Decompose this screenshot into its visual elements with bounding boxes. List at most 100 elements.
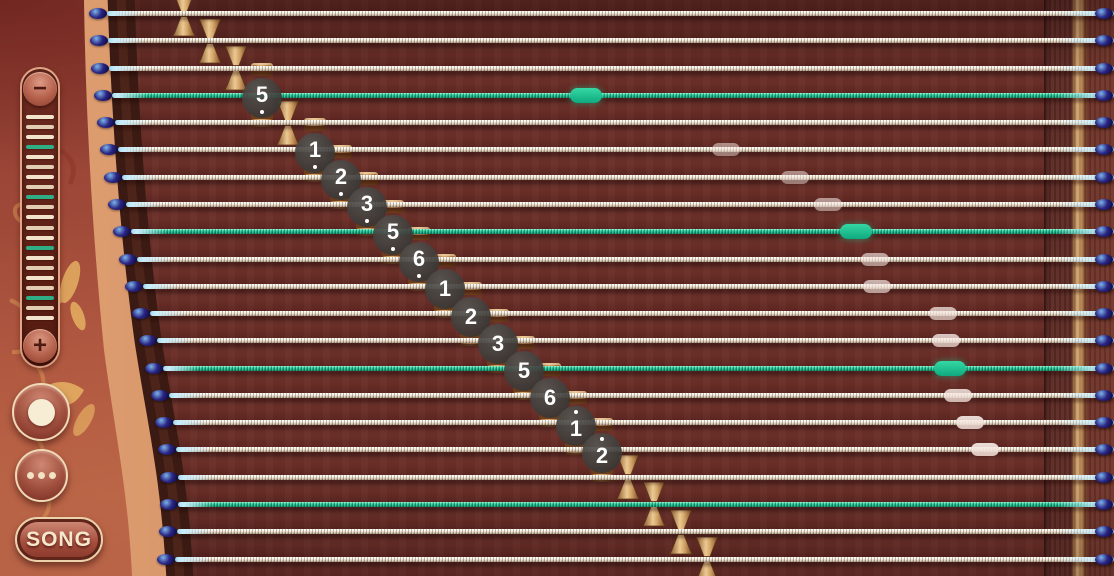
octave-dot <box>260 110 264 115</box>
tuning-peg-left <box>125 280 143 292</box>
guzheng-string-10[interactable] <box>137 256 1114 262</box>
guzheng-string-17[interactable] <box>176 447 1114 453</box>
minimap-string-bar <box>26 115 54 119</box>
note-number: 1 <box>438 276 452 302</box>
pluck-highlight <box>570 87 602 103</box>
minimap-string-bar <box>26 225 54 230</box>
guzheng-string-3[interactable] <box>109 65 1114 71</box>
octave-dot <box>417 274 421 278</box>
minimap-string-bar <box>26 175 54 180</box>
tuning-peg-left <box>90 35 108 47</box>
tuning-peg-left <box>100 144 118 156</box>
pluck-highlight <box>712 143 740 157</box>
tuning-peg-right <box>1095 417 1113 429</box>
tuning-peg-left <box>89 8 107 19</box>
minimap-string-bar <box>26 205 54 210</box>
minimap-string-bar <box>26 285 54 290</box>
pluck-highlight <box>861 252 889 266</box>
tuning-peg-left <box>91 62 109 74</box>
minimap-string-bar <box>26 305 54 310</box>
song-button[interactable]: SONG <box>15 517 103 562</box>
pluck-highlight <box>863 279 891 293</box>
guzheng-string-8[interactable] <box>126 201 1114 207</box>
note-number: 5 <box>386 218 400 244</box>
more-options-button[interactable] <box>15 449 68 502</box>
minimap-string-bar <box>26 215 54 220</box>
minimap-string-bar <box>26 235 54 240</box>
tuning-peg-right <box>1095 8 1113 19</box>
tuning-peg-left <box>113 226 131 238</box>
record-button[interactable] <box>12 383 70 441</box>
tuning-peg-left <box>158 444 176 456</box>
tuning-peg-right <box>1095 226 1113 238</box>
tuning-peg-right <box>1095 362 1113 374</box>
minimap-string-bar <box>26 165 54 170</box>
note-number: 3 <box>360 191 374 217</box>
guzheng-string-5[interactable] <box>115 120 1114 126</box>
zoom-in-button[interactable]: + <box>23 329 57 363</box>
guzheng-string-7[interactable] <box>122 174 1114 180</box>
minimap-string-bar <box>26 185 54 190</box>
guzheng-string-16[interactable] <box>173 420 1114 426</box>
dot-icon <box>38 472 45 479</box>
tuning-peg-left <box>119 253 137 265</box>
tuning-peg-right <box>1095 198 1113 210</box>
guzheng-string-18[interactable] <box>178 474 1114 480</box>
guzheng-string-6[interactable] <box>118 147 1114 153</box>
minimap-string-bar <box>26 155 54 160</box>
octave-dot <box>313 164 317 169</box>
tuning-peg-left <box>159 526 177 538</box>
guzheng-string-11[interactable] <box>143 283 1114 289</box>
note-number: 5 <box>517 358 531 384</box>
octave-dot <box>574 409 578 414</box>
tuning-peg-right <box>1095 335 1113 347</box>
tuning-peg-left <box>97 117 115 129</box>
tuning-peg-left <box>104 171 122 183</box>
note-number: 6 <box>412 246 426 271</box>
tuning-peg-left <box>139 335 157 347</box>
note-number: 6 <box>543 385 557 411</box>
note-badge: 2 <box>582 432 622 473</box>
minimap-string-bar <box>26 255 54 260</box>
tuning-peg-right <box>1095 553 1113 565</box>
tuning-peg-left <box>132 308 150 319</box>
zoom-out-button[interactable]: − <box>23 72 57 106</box>
tuning-peg-right <box>1095 62 1113 74</box>
string-minimap[interactable] <box>22 106 58 329</box>
guzheng-string-15[interactable] <box>169 392 1114 398</box>
pluck-highlight <box>814 197 842 211</box>
minimap-string-bar <box>26 315 54 320</box>
tuning-peg-left <box>157 553 175 565</box>
guzheng-string-14[interactable] <box>163 365 1114 371</box>
pluck-highlight <box>929 307 957 320</box>
guzheng-string-4[interactable] <box>112 92 1114 98</box>
note-badge: 3 <box>478 323 518 364</box>
octave-dot <box>339 192 343 197</box>
tuning-peg-right <box>1095 389 1113 401</box>
guzheng-string-2[interactable] <box>108 38 1114 44</box>
tuning-peg-right <box>1095 144 1113 156</box>
tuning-peg-right <box>1095 471 1113 483</box>
tuning-peg-left <box>160 498 178 510</box>
guzheng-string-1[interactable] <box>107 11 1114 16</box>
minimap-string-bar <box>26 275 54 280</box>
note-number: 2 <box>334 164 348 190</box>
song-button-label: SONG <box>20 522 98 557</box>
guzheng-string-21[interactable] <box>175 556 1114 562</box>
note-number: 2 <box>595 442 609 468</box>
note-number: 3 <box>491 330 505 356</box>
sidebar-controls: − + SONG <box>0 0 120 576</box>
guzheng-string-12[interactable] <box>150 311 1114 316</box>
tuning-peg-right <box>1095 526 1113 538</box>
guzheng-string-20[interactable] <box>177 529 1114 535</box>
guzheng-string-13[interactable] <box>157 338 1114 344</box>
guzheng-string-9[interactable] <box>131 229 1114 235</box>
pluck-highlight <box>956 416 984 430</box>
guzheng-string-19[interactable] <box>178 501 1114 507</box>
tuning-peg-left <box>145 362 163 374</box>
string-bridge <box>224 45 248 91</box>
